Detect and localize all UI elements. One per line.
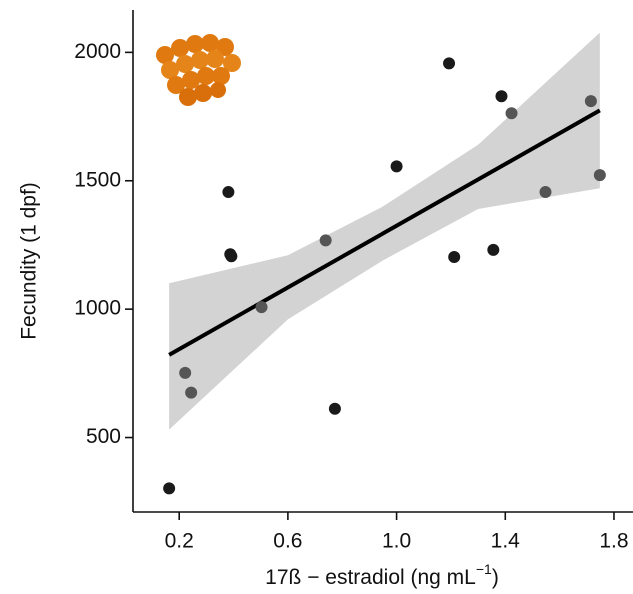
x-tick-label: 1.4	[491, 530, 521, 553]
x-tick-label: 1.0	[382, 530, 411, 553]
data-point	[255, 301, 268, 314]
data-point	[584, 95, 597, 108]
x-tick-label: 0.2	[165, 530, 194, 553]
data-point	[319, 234, 332, 247]
data-point	[495, 90, 508, 103]
data-point	[163, 482, 176, 495]
fit-line	[168, 108, 601, 357]
data-point	[179, 366, 192, 379]
data-point	[225, 250, 238, 263]
y-tick-label: 2000	[74, 40, 121, 63]
egg-icon	[156, 34, 241, 106]
data-point	[448, 251, 461, 264]
y-tick-label: 1500	[74, 168, 121, 191]
y-tick-label: 500	[86, 425, 121, 448]
y-axis-label: Fecundity (1 dpf)	[18, 182, 41, 340]
data-point	[487, 243, 500, 256]
x-tick-label: 1.8	[599, 530, 628, 553]
x-axis-label: 17ß − estradiol (ng mL−1)	[265, 561, 499, 589]
data-point	[443, 57, 456, 70]
data-point	[539, 186, 552, 199]
data-point	[222, 186, 235, 199]
data-point	[505, 107, 518, 120]
data-point	[593, 169, 606, 182]
y-tick-label: 1000	[74, 297, 121, 320]
data-point	[328, 402, 341, 415]
data-point	[185, 386, 198, 399]
x-tick-label: 0.6	[273, 530, 302, 553]
data-point	[390, 160, 403, 173]
